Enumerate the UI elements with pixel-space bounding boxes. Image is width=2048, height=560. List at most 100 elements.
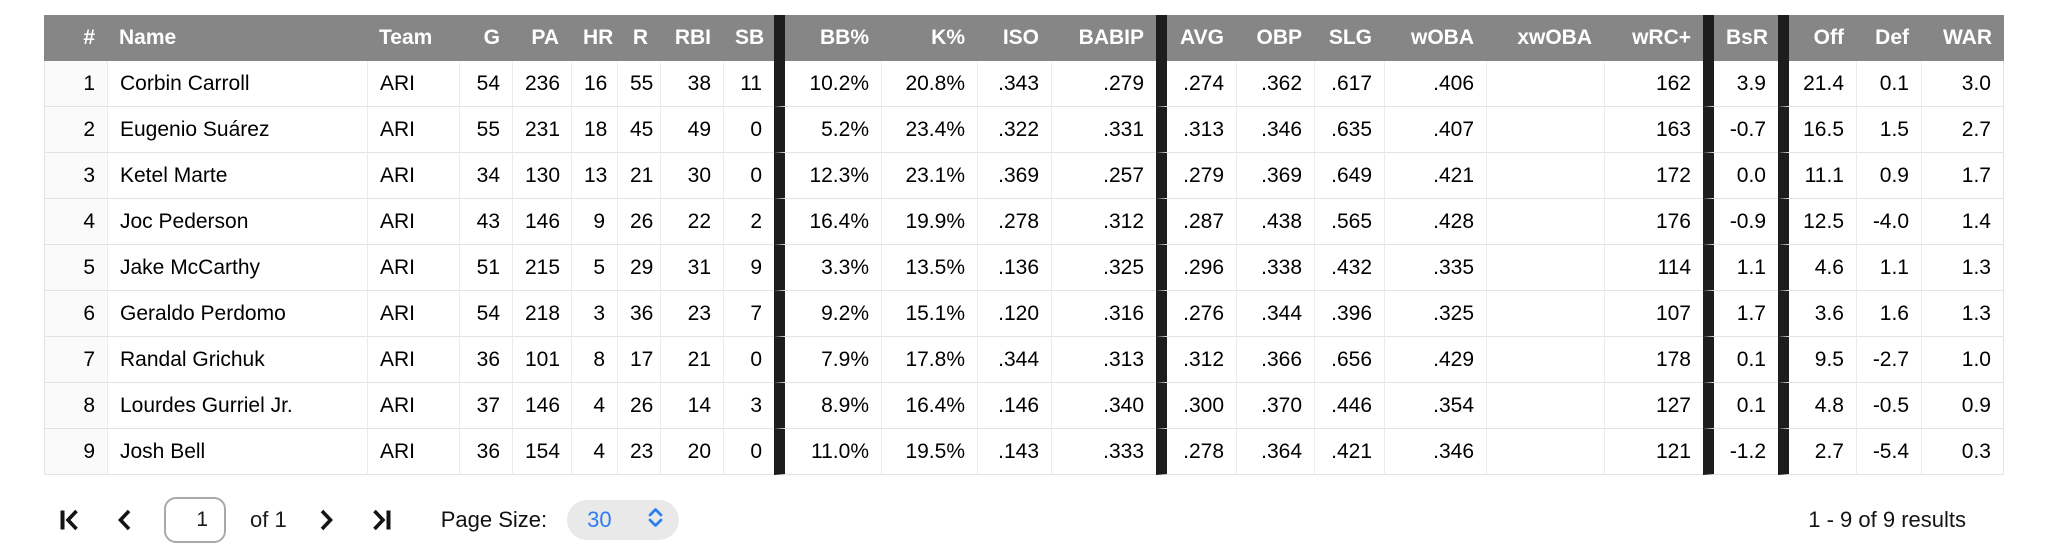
cell-rbi: 20 <box>660 429 723 475</box>
cell-sb: 0 <box>723 107 774 153</box>
column-header-wrc_plus[interactable]: wRC+ <box>1604 15 1703 61</box>
column-header-sb[interactable]: SB <box>723 15 774 61</box>
prev-page-button[interactable] <box>110 505 140 535</box>
cell-pa: 154 <box>512 429 571 475</box>
table-body: 1 Corbin Carroll ARI 54 236 16 55 38 11 10.2% 20.8… <box>44 61 2004 475</box>
column-header-hr[interactable]: HR <box>571 15 617 61</box>
cell-off: 4.8 <box>1778 383 1856 429</box>
column-header-k_pct[interactable]: K% <box>881 15 977 61</box>
cell-def: 1.5 <box>1856 107 1921 153</box>
cell-rank: 7 <box>44 337 107 383</box>
table-row: 4 Joc Pederson ARI 43 146 9 26 22 2 16.4% 19.9% .27… <box>44 199 2004 245</box>
cell-team: ARI <box>367 153 459 199</box>
table-row: 7 Randal Grichuk ARI 36 101 8 17 21 0 7.9% 17.8% .3… <box>44 337 2004 383</box>
cell-team: ARI <box>367 383 459 429</box>
column-header-off[interactable]: Off <box>1778 15 1856 61</box>
table-row: 3 Ketel Marte ARI 34 130 13 21 30 0 12.3% 23.1% .36… <box>44 153 2004 199</box>
cell-hr: 16 <box>571 61 617 107</box>
cell-off: 4.6 <box>1778 245 1856 291</box>
cell-bsr: 1.1 <box>1703 245 1778 291</box>
cell-bsr: 0.1 <box>1703 337 1778 383</box>
cell-rank: 2 <box>44 107 107 153</box>
cell-off: 21.4 <box>1778 61 1856 107</box>
cell-off: 16.5 <box>1778 107 1856 153</box>
column-header-obp[interactable]: OBP <box>1236 15 1314 61</box>
cell-iso: .322 <box>977 107 1051 153</box>
cell-name[interactable]: Corbin Carroll <box>107 61 367 107</box>
table-row: 1 Corbin Carroll ARI 54 236 16 55 38 11 10.2% 20.8… <box>44 61 2004 107</box>
cell-r: 55 <box>617 61 660 107</box>
column-header-woba[interactable]: wOBA <box>1384 15 1486 61</box>
page-size-select[interactable]: 30 <box>567 500 680 540</box>
cell-war: 3.0 <box>1921 61 2004 107</box>
column-header-iso[interactable]: ISO <box>977 15 1051 61</box>
cell-r: 36 <box>617 291 660 337</box>
page-count-label: of 1 <box>250 507 287 532</box>
column-header-rbi[interactable]: RBI <box>660 15 723 61</box>
column-header-babip[interactable]: BABIP <box>1051 15 1156 61</box>
cell-off: 12.5 <box>1778 199 1856 245</box>
cell-name[interactable]: Geraldo Perdomo <box>107 291 367 337</box>
cell-name[interactable]: Josh Bell <box>107 429 367 475</box>
cell-rank: 5 <box>44 245 107 291</box>
cell-wrc_plus: 107 <box>1604 291 1703 337</box>
column-header-xwoba[interactable]: xwOBA <box>1486 15 1604 61</box>
cell-rbi: 21 <box>660 337 723 383</box>
cell-xwoba <box>1486 429 1604 475</box>
page-size-group: Page Size: 30 <box>440 500 680 540</box>
cell-name[interactable]: Ketel Marte <box>107 153 367 199</box>
cell-war: 0.3 <box>1921 429 2004 475</box>
column-header-bb_pct[interactable]: BB% <box>774 15 881 61</box>
cell-obp: .344 <box>1236 291 1314 337</box>
column-header-pa[interactable]: PA <box>512 15 571 61</box>
cell-avg: .276 <box>1156 291 1236 337</box>
cell-babip: .312 <box>1051 199 1156 245</box>
column-header-team[interactable]: Team <box>367 15 459 61</box>
stats-table: # Name Team G PA HR R RBI SB BB% K% ISO BABIP AVG OBP S… <box>44 15 2004 475</box>
column-header-slg[interactable]: SLG <box>1314 15 1384 61</box>
cell-avg: .300 <box>1156 383 1236 429</box>
page-size-label: Page Size: <box>440 507 548 532</box>
cell-k_pct: 23.4% <box>881 107 977 153</box>
column-header-r[interactable]: R <box>617 15 660 61</box>
next-page-button[interactable] <box>311 505 341 535</box>
column-header-def[interactable]: Def <box>1856 15 1921 61</box>
cell-xwoba <box>1486 107 1604 153</box>
cell-hr: 5 <box>571 245 617 291</box>
last-page-button[interactable] <box>365 505 395 535</box>
first-page-button[interactable] <box>56 505 86 535</box>
column-header-name[interactable]: Name <box>107 15 367 61</box>
column-header-g[interactable]: G <box>459 15 512 61</box>
cell-war: 1.3 <box>1921 291 2004 337</box>
cell-rank: 1 <box>44 61 107 107</box>
column-header-rank[interactable]: # <box>44 15 107 61</box>
cell-r: 45 <box>617 107 660 153</box>
column-header-avg[interactable]: AVG <box>1156 15 1236 61</box>
cell-obp: .338 <box>1236 245 1314 291</box>
cell-off: 2.7 <box>1778 429 1856 475</box>
cell-avg: .312 <box>1156 337 1236 383</box>
cell-team: ARI <box>367 291 459 337</box>
cell-name[interactable]: Jake McCarthy <box>107 245 367 291</box>
cell-avg: .296 <box>1156 245 1236 291</box>
cell-woba: .354 <box>1384 383 1486 429</box>
cell-name[interactable]: Randal Grichuk <box>107 337 367 383</box>
cell-xwoba <box>1486 153 1604 199</box>
cell-name[interactable]: Joc Pederson <box>107 199 367 245</box>
cell-slg: .649 <box>1314 153 1384 199</box>
cell-iso: .120 <box>977 291 1051 337</box>
chevron-up-down-icon <box>645 506 666 534</box>
cell-name[interactable]: Lourdes Gurriel Jr. <box>107 383 367 429</box>
cell-bb_pct: 10.2% <box>774 61 881 107</box>
cell-team: ARI <box>367 429 459 475</box>
cell-wrc_plus: 121 <box>1604 429 1703 475</box>
cell-name[interactable]: Eugenio Suárez <box>107 107 367 153</box>
cell-bb_pct: 12.3% <box>774 153 881 199</box>
column-header-bsr[interactable]: BsR <box>1703 15 1778 61</box>
column-header-war[interactable]: WAR <box>1921 15 2004 61</box>
cell-bb_pct: 16.4% <box>774 199 881 245</box>
cell-g: 55 <box>459 107 512 153</box>
page-number-input[interactable] <box>164 497 226 543</box>
cell-obp: .364 <box>1236 429 1314 475</box>
cell-rank: 9 <box>44 429 107 475</box>
